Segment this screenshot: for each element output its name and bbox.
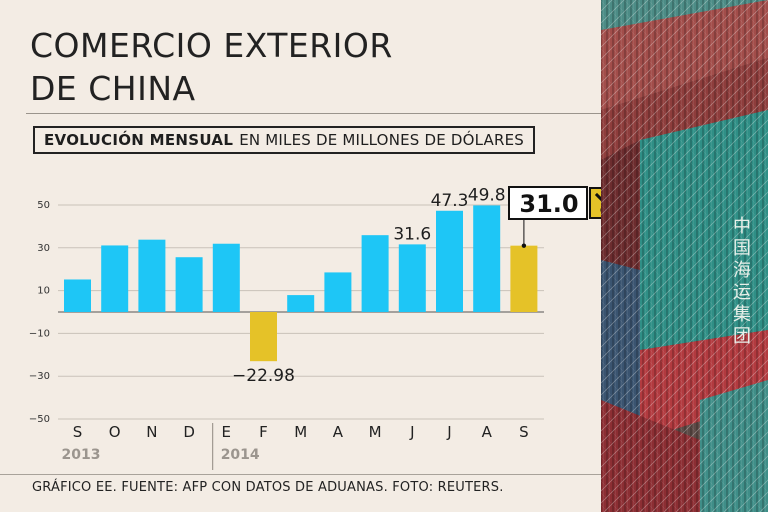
x-tick-label: J bbox=[446, 423, 451, 441]
container-character: 运 bbox=[733, 282, 751, 303]
x-tick-label: A bbox=[333, 423, 344, 441]
container-character: 集 bbox=[733, 304, 751, 325]
subtitle-strong: EVOLUCIÓN MENSUAL bbox=[44, 131, 234, 149]
container-character: 中 bbox=[733, 216, 751, 237]
container-character: 海 bbox=[733, 260, 751, 281]
data-label: 31.6 bbox=[393, 224, 431, 244]
chart-subtitle: EVOLUCIÓN MENSUAL EN MILES DE MILLONES D… bbox=[33, 126, 536, 154]
data-label: 49.8 bbox=[468, 185, 506, 205]
x-tick-label: M bbox=[294, 423, 307, 441]
y-tick-label: 10 bbox=[37, 286, 50, 297]
x-tick-label: M bbox=[369, 423, 382, 441]
bar bbox=[287, 295, 315, 312]
bar bbox=[398, 244, 426, 312]
chart-footer: GRÁFICO EE. FUENTE: AFP CON DATOS DE ADU… bbox=[32, 480, 504, 495]
chart-panel: COMERCIO EXTERIOR DE CHINA EVOLUCIÓN MEN… bbox=[0, 24, 601, 495]
title-line-2: DE CHINA bbox=[30, 69, 196, 108]
x-tick-label: E bbox=[222, 423, 231, 441]
y-tick-label: −50 bbox=[29, 414, 50, 425]
container-character: 团 bbox=[733, 326, 751, 347]
subtitle-light: EN MILES DE MILLONES DE DÓLARES bbox=[239, 131, 525, 149]
y-tick-label: −30 bbox=[29, 371, 50, 382]
year-label: 2014 bbox=[221, 447, 260, 463]
x-tick-label: S bbox=[519, 423, 529, 441]
footer-divider bbox=[0, 474, 601, 475]
bar bbox=[250, 312, 277, 362]
bar bbox=[473, 205, 501, 312]
y-tick-label: −10 bbox=[29, 328, 50, 339]
x-tick-label: J bbox=[409, 423, 414, 441]
bar bbox=[361, 235, 389, 312]
bar bbox=[436, 210, 463, 312]
x-tick-label: D bbox=[183, 423, 195, 441]
data-label: 47.3 bbox=[431, 191, 469, 211]
title-line-1: COMERCIO EXTERIOR bbox=[30, 26, 393, 65]
bar bbox=[212, 243, 240, 312]
callout-arrow-box bbox=[589, 187, 601, 219]
bar bbox=[138, 239, 166, 312]
callout-value: 31.0 bbox=[519, 190, 578, 218]
x-tick-label: S bbox=[73, 423, 83, 441]
bar bbox=[175, 257, 203, 312]
bar-chart: 50 30 10 −10 −30 −50 −22.98 31.647.3 49.8 31.0 S O N… bbox=[29, 185, 601, 470]
x-tick-label: N bbox=[146, 423, 157, 441]
y-tick-label: 50 bbox=[37, 200, 50, 211]
callout-box bbox=[508, 186, 588, 220]
y-tick-label: 30 bbox=[37, 243, 50, 254]
year-label: 2013 bbox=[62, 447, 101, 463]
bar bbox=[64, 279, 91, 312]
x-tick-label: O bbox=[109, 423, 121, 441]
arrow-down-right-icon bbox=[594, 192, 601, 212]
bar bbox=[324, 272, 352, 312]
title-divider bbox=[26, 113, 601, 114]
x-tick-label: A bbox=[482, 423, 493, 441]
bar bbox=[101, 245, 129, 312]
x-tick-label: F bbox=[259, 423, 268, 441]
data-label: −22.98 bbox=[232, 366, 295, 386]
container-character: 国 bbox=[733, 238, 751, 259]
page-title: COMERCIO EXTERIOR DE CHINA bbox=[30, 24, 393, 110]
bar bbox=[510, 245, 538, 312]
